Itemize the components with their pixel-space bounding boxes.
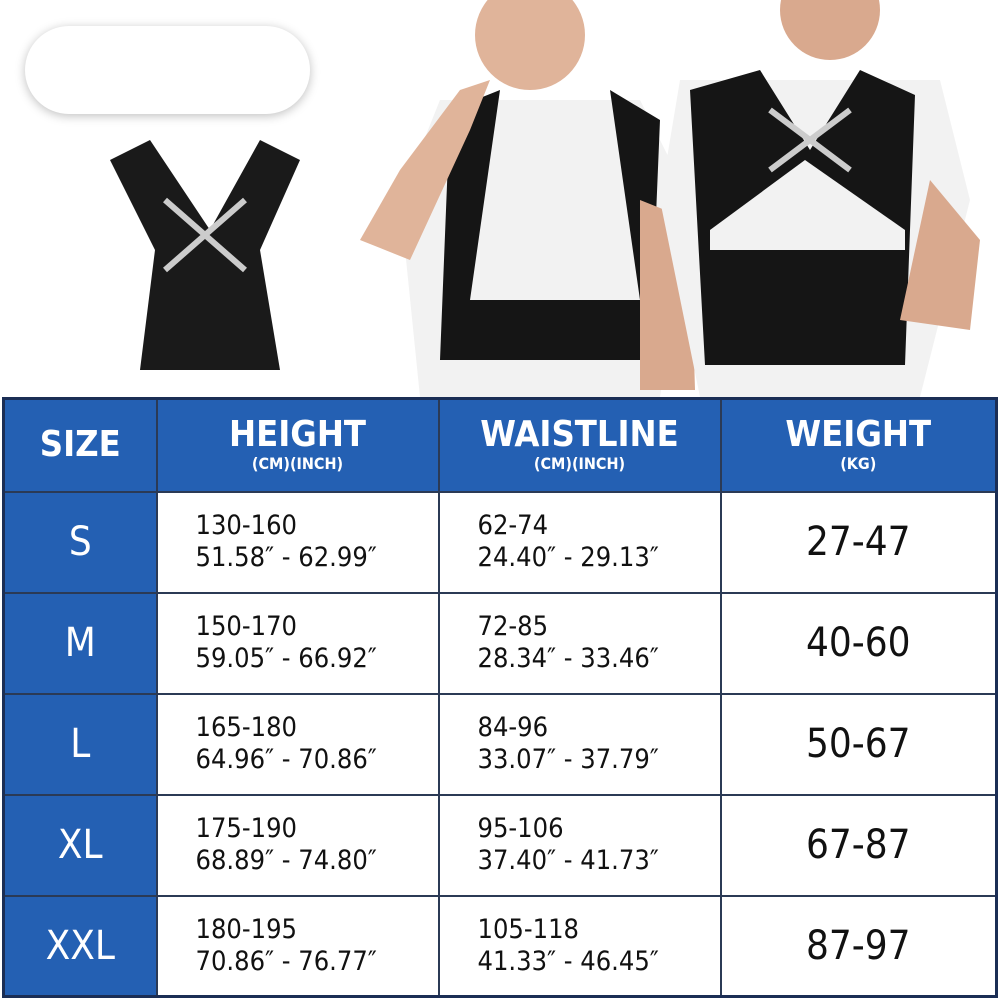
- header-weight: WEIGHT (KG): [719, 397, 998, 493]
- table-header-row: SIZE HEIGHT (CM)(INCH) WAISTLINE (CM)(INCH…: [2, 397, 998, 493]
- size-chart-table: SIZE HEIGHT (CM)(INCH) WAISTLINE (CM)(INCH…: [2, 397, 998, 998]
- height-inch: 64.96″ - 70.86″: [195, 744, 377, 775]
- height-inch: 51.58″ - 62.99″: [195, 542, 377, 573]
- size-cell: XL: [2, 793, 158, 897]
- weight-cell: 40-60: [719, 591, 998, 695]
- waistline-cell: 72-85 28.34″ - 33.46″: [437, 591, 722, 695]
- waist-cm: 62-74: [477, 510, 549, 541]
- height-cm: 180-195: [195, 913, 297, 945]
- table-row: XXL 180-195 70.86″ - 76.77″ 105-118 41.33″…: [2, 894, 998, 998]
- header-height: HEIGHT (CM)(INCH): [155, 397, 440, 493]
- weight-cell: 87-97: [719, 894, 998, 998]
- waist-cm: 72-85: [477, 611, 549, 642]
- height-inch: 70.86″ - 76.77″: [195, 945, 377, 977]
- front-model-image: [360, 0, 695, 397]
- size-cell: S: [2, 490, 158, 594]
- height-cell: 175-190 68.89″ - 74.80″: [155, 793, 440, 897]
- waist-inch: 28.34″ - 33.46″: [477, 643, 659, 674]
- height-cell: 165-180 64.96″ - 70.86″: [155, 692, 440, 796]
- height-cm: 175-190: [195, 813, 297, 844]
- weight-cell: 67-87: [719, 793, 998, 897]
- height-cell: 180-195 70.86″ - 76.77″: [155, 894, 440, 998]
- weight-cell: 27-47: [719, 490, 998, 594]
- size-cell: L: [2, 692, 158, 796]
- waist-inch: 24.40″ - 29.13″: [477, 542, 659, 573]
- header-waistline: WAISTLINE (CM)(INCH): [437, 397, 722, 493]
- waist-inch: 37.40″ - 41.73″: [477, 845, 659, 876]
- height-cm: 165-180: [195, 712, 297, 743]
- back-model-image: [660, 0, 980, 397]
- weight-cell: 50-67: [719, 692, 998, 796]
- waist-cm: 84-96: [477, 712, 549, 743]
- posture-corrector-illustration: [110, 0, 980, 397]
- table-row: L 165-180 64.96″ - 70.86″ 84-96 33.07″ - 3…: [2, 692, 998, 796]
- height-cell: 150-170 59.05″ - 66.92″: [155, 591, 440, 695]
- waist-inch: 41.33″ - 46.45″: [477, 945, 659, 977]
- waistline-cell: 84-96 33.07″ - 37.79″: [437, 692, 722, 796]
- blank-label-pill: [25, 26, 310, 114]
- height-inch: 68.89″ - 74.80″: [195, 845, 377, 876]
- waist-cm: 105-118: [477, 913, 579, 945]
- waistline-cell: 95-106 37.40″ - 41.73″: [437, 793, 722, 897]
- height-inch: 59.05″ - 66.92″: [195, 643, 377, 674]
- size-cell: M: [2, 591, 158, 695]
- waist-cm: 95-106: [477, 813, 564, 844]
- size-cell: XXL: [2, 894, 158, 998]
- brace-product-image: [110, 140, 300, 370]
- waist-inch: 33.07″ - 37.79″: [477, 744, 659, 775]
- height-cell: 130-160 51.58″ - 62.99″: [155, 490, 440, 594]
- waistline-cell: 62-74 24.40″ - 29.13″: [437, 490, 722, 594]
- table-row: XL 175-190 68.89″ - 74.80″ 95-106 37.40″ -…: [2, 793, 998, 897]
- table-row: M 150-170 59.05″ - 66.92″ 72-85 28.34″ - 3…: [2, 591, 998, 695]
- waistline-cell: 105-118 41.33″ - 46.45″: [437, 894, 722, 998]
- header-size: SIZE: [2, 397, 158, 493]
- product-photo: [0, 0, 1000, 397]
- table-row: S 130-160 51.58″ - 62.99″ 62-74 24.40″ - 2…: [2, 490, 998, 594]
- height-cm: 130-160: [195, 510, 297, 541]
- height-cm: 150-170: [195, 611, 297, 642]
